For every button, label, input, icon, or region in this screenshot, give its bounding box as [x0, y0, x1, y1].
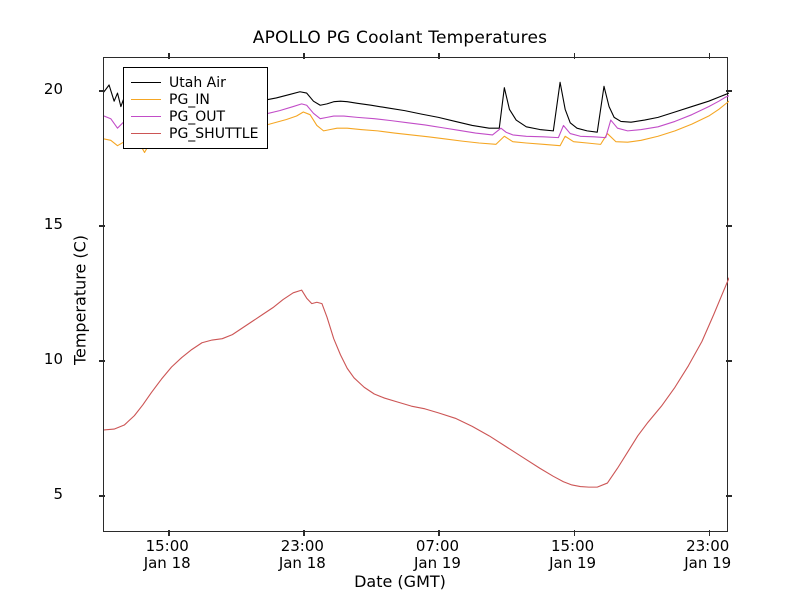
- y-tick-mark: [99, 225, 105, 227]
- legend-color-swatch: [131, 116, 161, 117]
- y-tick-label: 5: [53, 485, 63, 504]
- legend-label: PG_OUT: [169, 108, 226, 125]
- x-tick-label: 23:00 Jan 18: [257, 538, 347, 572]
- x-tick-time: 23:00: [686, 537, 730, 555]
- y-tick-mark: [726, 225, 732, 227]
- x-axis-label: Date (GMT): [354, 572, 446, 591]
- x-tick-mark: [303, 53, 305, 59]
- x-tick-mark: [708, 53, 711, 59]
- x-tick-time: 07:00: [415, 537, 460, 555]
- x-tick-mark: [168, 530, 170, 536]
- y-tick-mark: [726, 495, 732, 497]
- legend-label: PG_IN: [169, 91, 210, 108]
- legend-label: Utah Air: [169, 74, 226, 91]
- legend-item: PG_SHUTTLE: [131, 125, 258, 142]
- x-tick-date: Jan 18: [143, 554, 191, 572]
- x-tick-date: Jan 18: [278, 554, 326, 572]
- y-tick-mark: [99, 360, 105, 362]
- x-tick-label: 23:00 Jan 19: [663, 538, 753, 572]
- y-tick-mark: [726, 90, 732, 92]
- x-tick-time: 15:00: [550, 537, 595, 555]
- y-tick-label: 20: [43, 80, 63, 99]
- x-tick-mark: [168, 53, 170, 59]
- x-tick-date: Jan 19: [549, 554, 597, 572]
- legend-color-swatch: [131, 99, 161, 100]
- x-tick-mark: [303, 530, 305, 536]
- y-tick-label: 15: [43, 215, 63, 234]
- y-tick-mark: [99, 90, 105, 92]
- legend-label: PG_SHUTTLE: [169, 125, 259, 142]
- x-tick-mark: [438, 53, 440, 59]
- legend-item: Utah Air: [131, 74, 258, 91]
- y-tick-mark: [726, 360, 732, 362]
- legend-color-swatch: [131, 82, 161, 83]
- x-tick-date: Jan 19: [413, 554, 461, 572]
- legend-color-swatch: [131, 133, 161, 134]
- y-tick-label: 10: [43, 350, 63, 369]
- x-tick-time: 15:00: [145, 537, 189, 555]
- x-tick-label: 15:00 Jan 19: [528, 538, 618, 572]
- x-tick-mark: [438, 530, 440, 536]
- x-tick-label: 15:00 Jan 18: [122, 538, 212, 572]
- x-tick-time: 23:00: [280, 537, 324, 555]
- x-tick-date: Jan 19: [684, 554, 732, 572]
- x-tick-mark: [573, 530, 576, 536]
- x-tick-mark: [708, 530, 711, 536]
- series-line-pg-shuttle: [104, 277, 729, 488]
- y-tick-mark: [99, 495, 105, 497]
- x-tick-label: 07:00 Jan 19: [392, 538, 482, 572]
- legend: Utah Air PG_IN PG_OUT PG_SHUTTLE: [123, 67, 269, 149]
- chart-title: APOLLO PG Coolant Temperatures: [252, 28, 548, 48]
- x-tick-mark: [573, 53, 576, 59]
- legend-item: PG_IN: [131, 91, 258, 108]
- y-axis-label: Temperature (C): [70, 234, 90, 366]
- legend-item: PG_OUT: [131, 108, 258, 125]
